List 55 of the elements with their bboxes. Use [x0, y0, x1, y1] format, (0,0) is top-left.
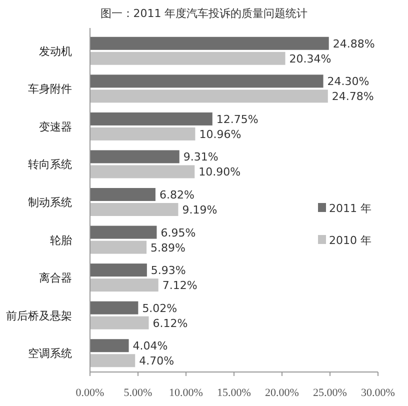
y-tick-label: 制动系统	[28, 196, 72, 209]
bar	[90, 52, 286, 65]
data-label: 12.75%	[216, 112, 258, 126]
data-label: 7.12%	[162, 279, 198, 292]
data-label: 6.95%	[160, 226, 196, 240]
legend-label: 2010 年	[329, 234, 372, 247]
bar	[90, 354, 136, 368]
y-tick-label: 离合器	[39, 272, 72, 285]
y-tick-label: 转向系统	[28, 158, 72, 172]
data-label: 10.96%	[199, 128, 242, 141]
bar	[90, 264, 147, 277]
x-tick-label: 20.00%	[265, 387, 299, 399]
bar	[90, 74, 324, 88]
data-label: 20.34%	[289, 52, 332, 66]
data-label: 5.93%	[150, 264, 186, 278]
bar	[90, 278, 158, 292]
bar	[90, 36, 329, 50]
x-tick-label: 0.00%	[76, 387, 104, 399]
data-label: 6.82%	[159, 188, 194, 202]
data-label: 5.02%	[142, 302, 178, 315]
bar	[90, 316, 149, 330]
x-tick-label: 25.00%	[313, 387, 347, 399]
bar	[90, 150, 180, 164]
data-label: 9.31%	[183, 150, 218, 164]
data-label: 24.30%	[327, 75, 370, 88]
data-label: 9.19%	[182, 204, 218, 216]
bar	[90, 339, 129, 352]
x-tick-label: 5.00%	[124, 387, 152, 399]
bar	[90, 226, 157, 239]
y-tick-label: 轮胎	[50, 234, 72, 247]
y-tick-label: 变速器	[39, 120, 72, 134]
x-tick-label: 10.00%	[169, 387, 203, 399]
y-tick-label: 前后桥及悬架	[6, 309, 72, 322]
legend-label: 2011 年	[329, 202, 372, 215]
y-tick-label: 空调系统	[28, 347, 72, 360]
data-label: 24.78%	[332, 90, 374, 104]
y-tick-label: 车身附件	[28, 82, 72, 96]
data-label: 4.04%	[132, 340, 168, 353]
data-label: 4.70%	[139, 354, 174, 368]
x-tick-label: 30.00%	[361, 387, 395, 399]
data-label: 10.90%	[198, 166, 241, 179]
data-label: 5.89%	[150, 241, 186, 254]
data-label: 6.12%	[152, 316, 188, 330]
bar	[90, 112, 212, 126]
x-tick-label: 15.00%	[217, 387, 251, 399]
bar	[90, 301, 138, 314]
bar	[90, 203, 178, 216]
y-tick-label: 发动机	[39, 44, 72, 58]
bar	[90, 188, 156, 201]
bar	[90, 127, 196, 140]
bar	[90, 240, 147, 254]
data-label: 24.88%	[332, 37, 375, 50]
chart-title: 图一：2011 年度汽车投诉的质量问题统计	[100, 7, 308, 20]
bar	[90, 90, 328, 103]
bar	[90, 165, 195, 178]
